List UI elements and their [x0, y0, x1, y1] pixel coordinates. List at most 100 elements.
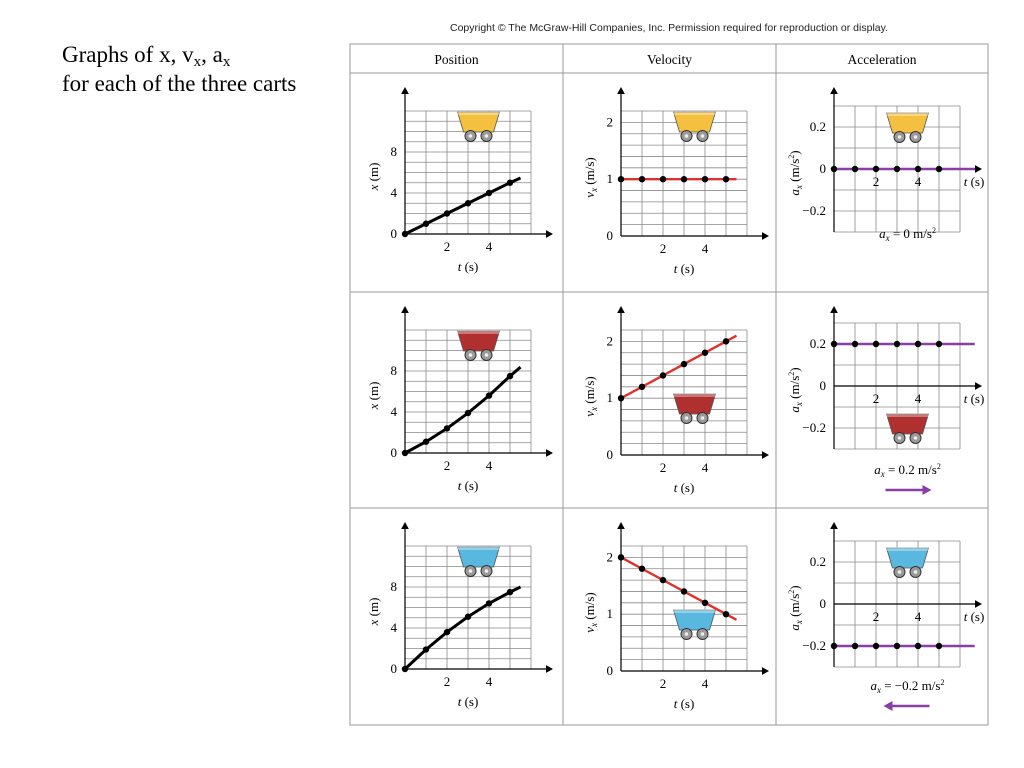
x-axis-arrow — [762, 451, 769, 459]
cart-icon — [672, 609, 717, 640]
data-point — [830, 642, 838, 650]
y-axis-label: ax (m/s2) — [787, 150, 804, 195]
data-line — [404, 176, 522, 236]
y-axis-arrow — [401, 87, 409, 94]
data-point — [893, 165, 901, 173]
x-axis-arrow — [762, 232, 769, 240]
data-point — [401, 449, 409, 457]
data-point — [914, 165, 922, 173]
y-tick-label: 1 — [607, 390, 614, 405]
acceleration-arrowhead — [883, 701, 893, 711]
cart-body — [456, 330, 501, 352]
data-point — [872, 642, 880, 650]
column-header-acceleration: Acceleration — [848, 52, 917, 67]
data-point — [485, 392, 493, 399]
y-axis-label: x (m) — [366, 163, 381, 192]
data-point — [464, 613, 472, 620]
y-tick-label: −0.2 — [802, 638, 826, 653]
data-point — [935, 165, 943, 173]
panel-r2-position: 0 4 8 2 4 t (s) x (m) — [366, 306, 553, 493]
x-tick-label: 2 — [660, 460, 667, 475]
x-axis-label: t (s) — [458, 478, 479, 493]
y-tick-label: 0 — [820, 378, 827, 393]
y-tick-label: 0 — [607, 228, 614, 243]
y-tick-label: 4 — [391, 404, 398, 419]
data-point — [701, 599, 709, 607]
y-axis-label: vx (m/s) — [582, 592, 599, 632]
cart-wheel-hub — [913, 135, 918, 139]
y-tick-label: 1 — [607, 171, 614, 186]
data-point — [401, 665, 409, 673]
acceleration-value-label: ax = −0.2 m/s2 — [871, 678, 945, 695]
y-axis-arrow — [617, 522, 625, 529]
x-tick-label: 2 — [873, 609, 880, 624]
y-tick-label: 0 — [391, 661, 398, 676]
x-axis-label: t (s) — [964, 174, 985, 189]
y-axis-label: ax (m/s2) — [787, 367, 804, 412]
y-axis-label: vx (m/s) — [582, 376, 599, 416]
data-point — [638, 565, 646, 572]
cart-wheel-hub — [684, 632, 689, 636]
y-axis-arrow — [401, 522, 409, 529]
data-point — [830, 340, 838, 348]
cart-icon — [672, 393, 717, 424]
x-tick-label: 2 — [660, 241, 667, 256]
x-tick-label: 2 — [660, 676, 667, 691]
x-tick-label: 4 — [702, 460, 709, 475]
panel-r2-velocity: 0 1 2 2 4 t (s) vx (m/s) — [582, 306, 769, 495]
y-tick-label: 2 — [607, 333, 614, 348]
x-tick-label: 2 — [444, 458, 451, 473]
data-point — [401, 230, 409, 238]
data-line — [404, 366, 522, 455]
x-axis-label: t (s) — [674, 480, 695, 495]
cart-rim — [457, 111, 500, 115]
data-point — [914, 340, 922, 348]
y-tick-label: 0.2 — [810, 554, 826, 569]
cart-rim — [457, 330, 500, 334]
data-point — [830, 165, 838, 173]
x-tick-label: 4 — [915, 391, 922, 406]
y-axis-label: x (m) — [366, 382, 381, 411]
data-point — [935, 642, 943, 650]
x-tick-label: 4 — [702, 241, 709, 256]
y-axis-arrow — [830, 87, 838, 94]
column-header-position: Position — [434, 52, 479, 67]
cart-wheel-hub — [684, 134, 689, 138]
x-tick-label: 4 — [702, 676, 709, 691]
data-point — [872, 165, 880, 173]
panel-r2-acceleration: 0.2 0 −0.2 2 4 t (s) ax (m/s2) ax = 0.2 m/s2 — [787, 306, 984, 495]
x-axis-arrow — [975, 165, 982, 173]
data-point — [464, 409, 472, 417]
cart-rim — [886, 547, 929, 551]
data-point — [638, 175, 646, 183]
x-axis-arrow — [975, 600, 982, 608]
x-tick-label: 4 — [915, 174, 922, 189]
data-point — [506, 588, 514, 596]
cart-wheel-hub — [484, 569, 489, 573]
y-axis-arrow — [830, 522, 838, 529]
x-axis-label: t (s) — [674, 696, 695, 711]
slide-title: Graphs of x, vx, ax for each of the three… — [62, 42, 297, 96]
y-tick-label: 0 — [391, 226, 398, 241]
x-tick-label: 4 — [486, 674, 493, 689]
grid-lines — [621, 545, 748, 671]
x-tick-label: 2 — [873, 391, 880, 406]
figure-frame — [349, 43, 989, 726]
panel-r1-velocity: 0 1 2 2 4 t (s) vx (m/s) — [582, 87, 769, 276]
panel-r3-acceleration: 0.2 0 −0.2 2 4 t (s) ax (m/s2) ax = −0.2 m/s2 — [787, 522, 984, 711]
cart-rim — [457, 546, 500, 550]
cart-icon — [672, 111, 717, 142]
data-point — [422, 438, 430, 445]
cart-wheel-hub — [897, 135, 902, 139]
y-axis-label: ax (m/s2) — [787, 585, 804, 630]
data-point — [851, 340, 859, 348]
panel-r3-velocity: 0 1 2 2 4 t (s) vx (m/s) — [582, 522, 769, 711]
panel-r3-position: 0 4 8 2 4 t (s) x (m) — [366, 522, 553, 709]
y-tick-label: 0 — [607, 663, 614, 678]
y-tick-label: 8 — [391, 144, 398, 159]
data-point — [617, 394, 625, 402]
x-tick-label: 2 — [444, 239, 451, 254]
y-tick-label: −0.2 — [802, 203, 826, 218]
data-line — [620, 334, 738, 400]
